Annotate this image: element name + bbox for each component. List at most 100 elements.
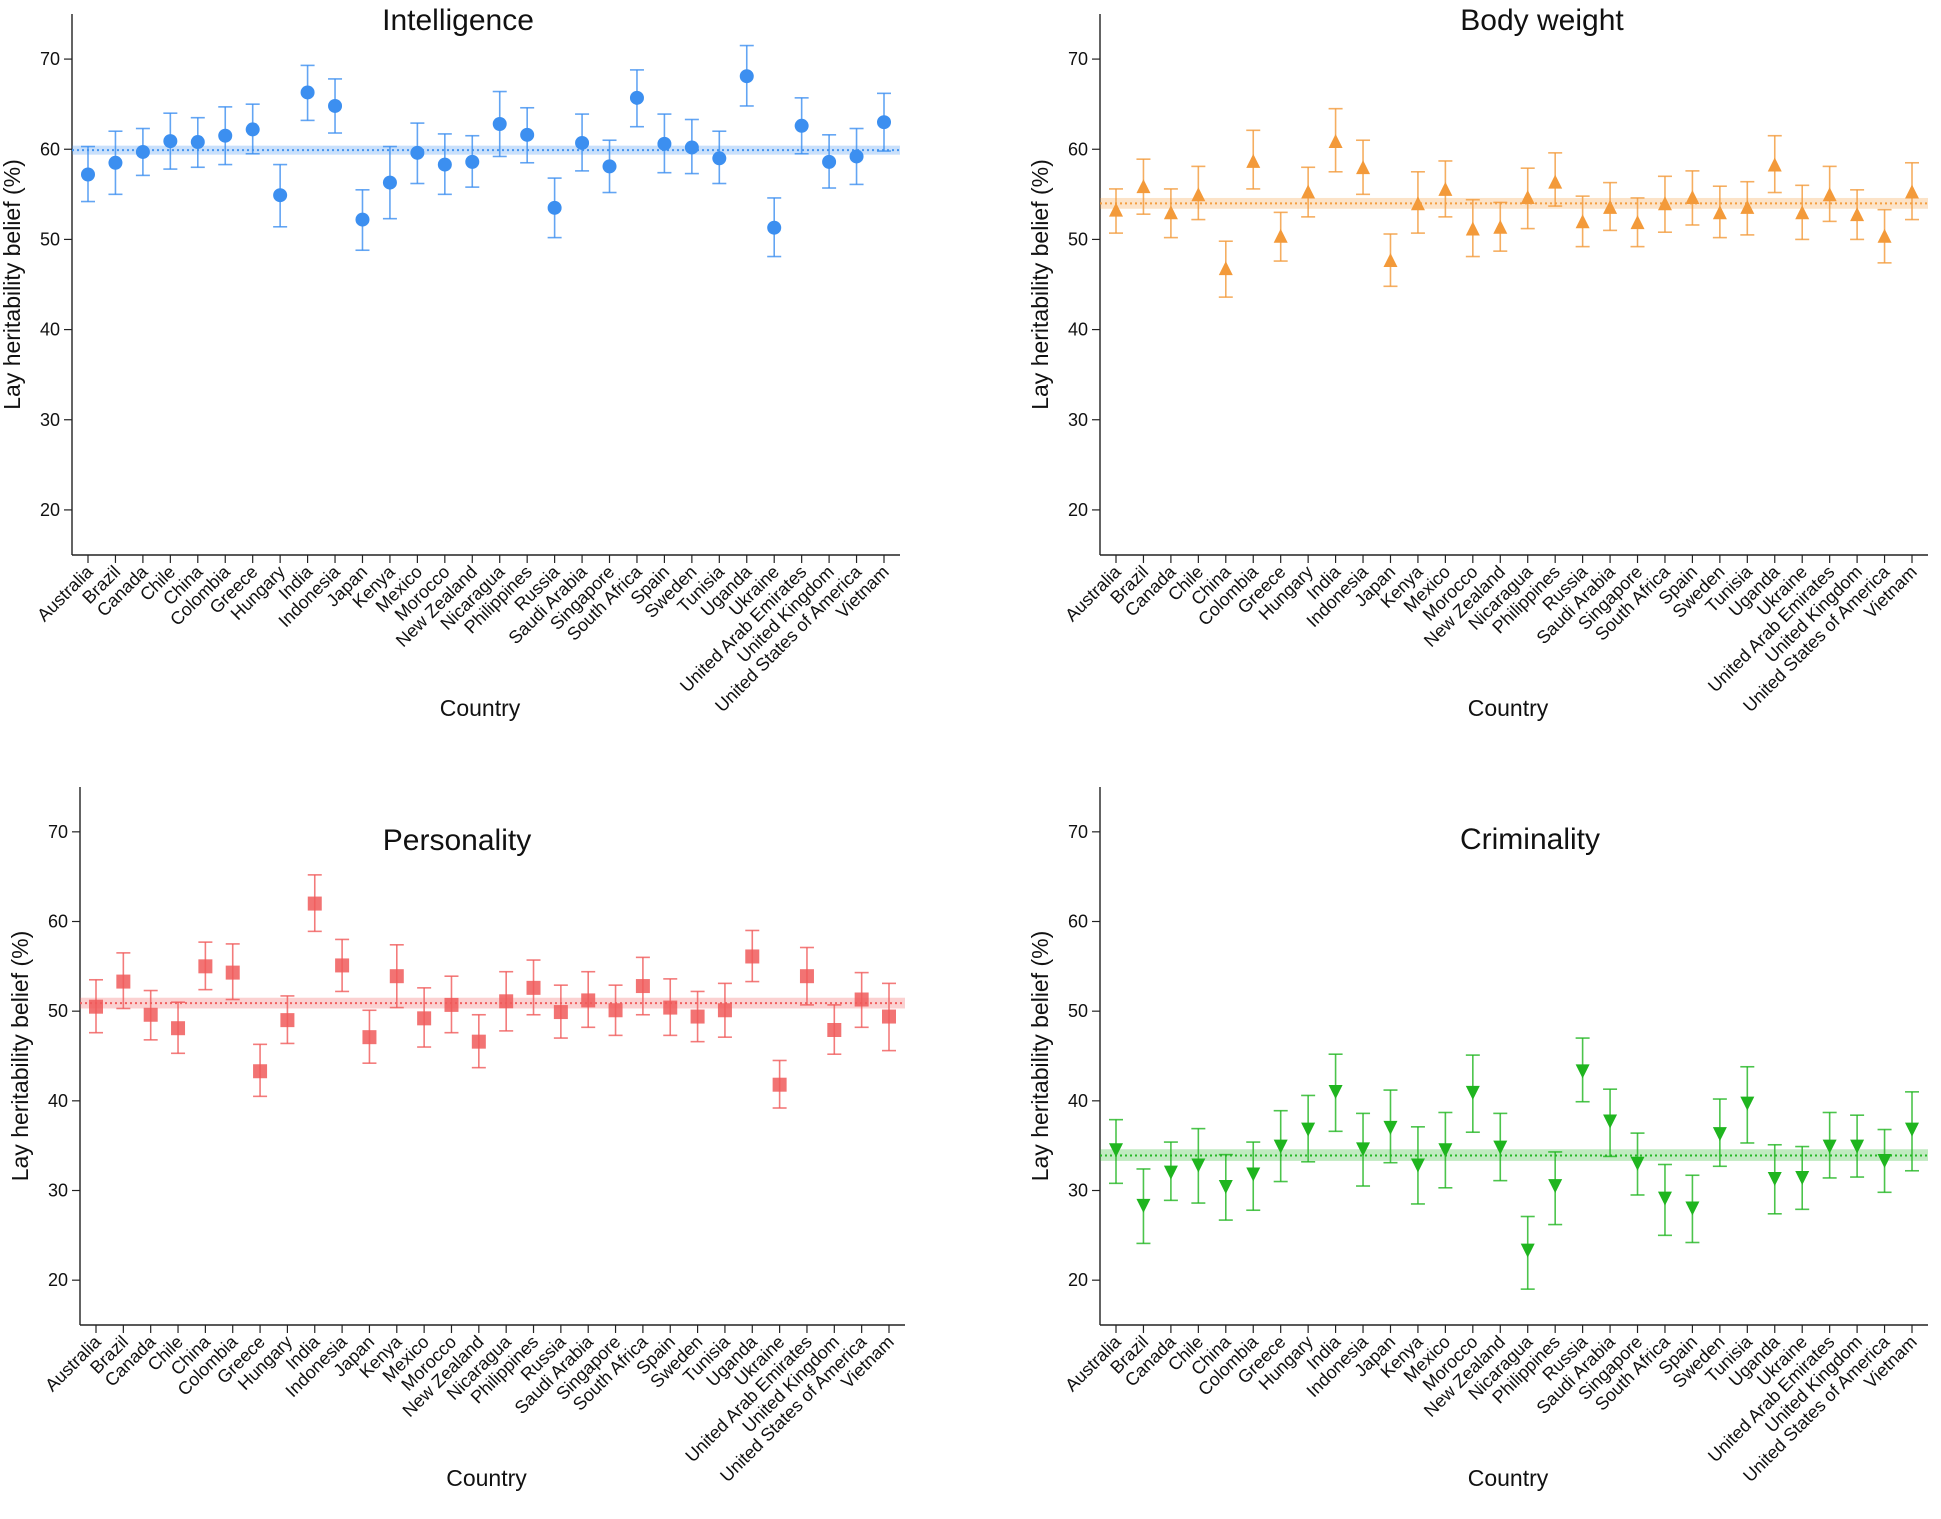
data-point bbox=[163, 134, 178, 149]
data-point bbox=[1136, 179, 1151, 194]
data-point bbox=[225, 965, 240, 980]
data-point bbox=[1136, 1198, 1151, 1213]
data-point bbox=[1191, 187, 1206, 202]
chart-title: Intelligence bbox=[382, 4, 534, 37]
data-point bbox=[794, 118, 809, 133]
data-point bbox=[1548, 1179, 1563, 1194]
data-point bbox=[335, 958, 350, 973]
data-point bbox=[108, 155, 123, 170]
data-point bbox=[581, 993, 596, 1008]
y-tick-label: 70 bbox=[48, 822, 68, 842]
data-point bbox=[717, 1003, 732, 1018]
data-point bbox=[190, 135, 205, 150]
y-tick-label: 70 bbox=[1068, 49, 1088, 69]
y-tick-label: 30 bbox=[48, 1181, 68, 1201]
data-point bbox=[629, 90, 644, 105]
x-axis-label: Country bbox=[1468, 695, 1549, 721]
data-point bbox=[1410, 196, 1425, 211]
data-point bbox=[1410, 1158, 1425, 1173]
data-point bbox=[499, 994, 514, 1009]
y-tick-label: 40 bbox=[1068, 320, 1088, 340]
data-point bbox=[116, 974, 131, 989]
data-point bbox=[745, 949, 760, 964]
data-point bbox=[877, 115, 891, 130]
y-axis-label: Lay heritability belief (%) bbox=[1027, 931, 1053, 1182]
data-point bbox=[307, 896, 322, 911]
data-point bbox=[1657, 1191, 1672, 1206]
y-tick-label: 40 bbox=[48, 1091, 68, 1111]
data-point bbox=[1383, 253, 1398, 268]
data-point bbox=[854, 992, 869, 1007]
data-point bbox=[198, 959, 213, 974]
data-point bbox=[1740, 1096, 1755, 1111]
data-point bbox=[1218, 1180, 1233, 1195]
y-tick-label: 40 bbox=[40, 320, 60, 340]
mean-ci-band bbox=[1100, 197, 1928, 209]
data-point bbox=[1328, 1084, 1343, 1099]
data-point bbox=[739, 69, 754, 84]
data-point bbox=[690, 1009, 705, 1024]
data-point bbox=[526, 980, 541, 995]
chart-criminality: Criminality 20 30 40 50 60 70 Lay heritability … bbox=[1027, 787, 1928, 1491]
y-tick-label: 50 bbox=[40, 229, 60, 249]
data-point bbox=[882, 1009, 896, 1024]
data-point bbox=[1438, 1143, 1453, 1158]
data-point bbox=[1301, 1122, 1316, 1137]
data-point bbox=[684, 140, 699, 155]
data-point bbox=[1795, 1171, 1810, 1186]
chart-personality: Personality 20 30 40 50 60 70 Lay heritability … bbox=[7, 787, 905, 1491]
mean-ci-band bbox=[80, 997, 905, 1009]
y-tick-label: 70 bbox=[1068, 822, 1088, 842]
data-point bbox=[1712, 1127, 1727, 1142]
data-point bbox=[772, 1077, 787, 1092]
data-point bbox=[849, 149, 864, 164]
y-tick-label: 60 bbox=[40, 139, 60, 159]
mean-ci-band bbox=[1100, 1149, 1928, 1161]
data-point bbox=[1356, 160, 1371, 175]
data-point bbox=[280, 1013, 295, 1028]
data-point bbox=[389, 969, 404, 984]
data-point bbox=[1520, 1243, 1535, 1258]
data-point bbox=[1548, 174, 1563, 189]
data-point bbox=[328, 98, 343, 113]
data-point bbox=[1767, 157, 1782, 172]
y-tick-label: 20 bbox=[40, 500, 60, 520]
data-point bbox=[1575, 214, 1590, 229]
chart-title: Criminality bbox=[1460, 823, 1600, 856]
data-point bbox=[1191, 1158, 1206, 1173]
data-point bbox=[822, 154, 837, 169]
data-point bbox=[767, 220, 782, 235]
data-point bbox=[1685, 1201, 1700, 1216]
data-point bbox=[1493, 219, 1508, 234]
data-point bbox=[575, 135, 590, 150]
data-point bbox=[1850, 207, 1865, 222]
y-tick-label: 20 bbox=[48, 1270, 68, 1290]
data-point bbox=[465, 154, 480, 169]
data-point bbox=[1163, 205, 1178, 220]
y-axis-label: Lay heritability belief (%) bbox=[1027, 159, 1053, 410]
data-point bbox=[1822, 187, 1837, 202]
data-point bbox=[1218, 261, 1233, 276]
data-point bbox=[1465, 1085, 1480, 1100]
y-tick-label: 20 bbox=[1068, 500, 1088, 520]
data-point bbox=[1246, 1167, 1261, 1182]
data-point bbox=[253, 1064, 268, 1079]
data-point bbox=[1657, 196, 1672, 211]
data-point bbox=[1905, 184, 1919, 199]
data-point bbox=[1575, 1064, 1590, 1079]
data-point bbox=[1109, 1143, 1123, 1158]
data-point bbox=[1246, 153, 1261, 168]
data-point bbox=[608, 1003, 623, 1018]
data-point bbox=[602, 159, 617, 174]
data-point bbox=[218, 128, 233, 143]
x-axis-label: Country bbox=[440, 695, 521, 721]
y-axis-label: Lay heritability belief (%) bbox=[0, 159, 25, 410]
chart-title: Personality bbox=[383, 824, 531, 857]
data-point bbox=[547, 200, 562, 215]
data-point bbox=[362, 1030, 377, 1045]
data-point bbox=[245, 122, 260, 137]
chart-intelligence: Intelligence 20 30 40 50 60 70 Lay heritability… bbox=[0, 4, 900, 721]
data-point bbox=[300, 85, 315, 100]
y-tick-label: 40 bbox=[1068, 1091, 1088, 1111]
data-point bbox=[444, 997, 459, 1012]
